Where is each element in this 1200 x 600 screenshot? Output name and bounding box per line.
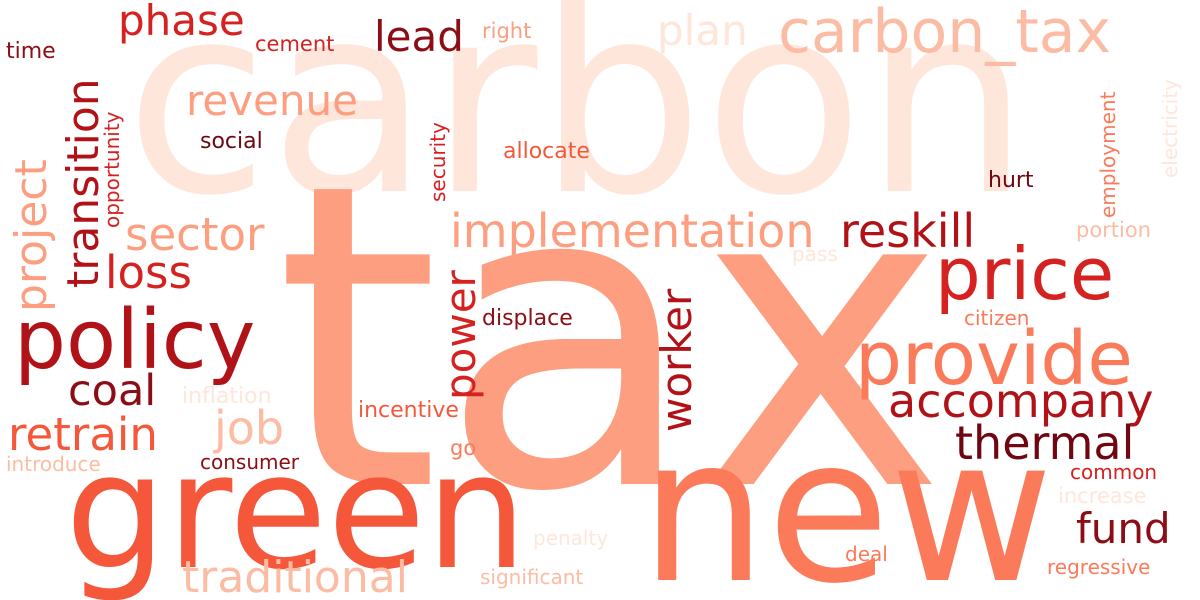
word-go: go [450, 436, 477, 460]
word-project: project [6, 159, 57, 312]
word-green: green [65, 418, 528, 600]
word-phase: phase [118, 0, 245, 45]
word-plan: plan [657, 6, 748, 55]
word-security: security [426, 122, 450, 202]
word-accompany: accompany [888, 374, 1154, 428]
word-regressive: regressive [1047, 555, 1151, 579]
word-employment: employment [1096, 91, 1120, 218]
word-loss: loss [105, 246, 192, 299]
word-social: social [200, 129, 263, 154]
word-traditional: traditional [182, 552, 408, 600]
word-fund: fund [1076, 504, 1171, 553]
word-lead: lead [374, 12, 464, 61]
word-new: new [640, 395, 1054, 600]
word-sector: sector [125, 208, 265, 261]
word-job: job [214, 401, 285, 455]
word-retrain: retrain [8, 408, 158, 461]
word-significant: significant [480, 565, 584, 589]
word-reskill: reskill [840, 204, 976, 258]
word-opportunity: opportunity [100, 111, 124, 228]
word-electricity: electricity [1158, 78, 1182, 178]
word-time: time [6, 39, 56, 64]
word-allocate: allocate [503, 139, 590, 164]
word-tax: tax [275, 95, 946, 584]
word-right: right [482, 19, 532, 43]
word-citizen: citizen [964, 306, 1030, 330]
word-portion: portion [1076, 218, 1152, 242]
word-implementation: implementation [450, 204, 815, 258]
word-displace: displace [482, 306, 573, 331]
word-cement: cement [255, 32, 335, 56]
word-worker: worker [652, 288, 701, 432]
word-price: price [935, 232, 1115, 316]
word-increase: increase [1058, 484, 1147, 508]
word-common: common [1070, 460, 1158, 484]
word-consumer: consumer [200, 450, 300, 474]
word-penalty: penalty [533, 526, 609, 550]
word-coal: coal [68, 366, 157, 416]
word-thermal: thermal [955, 416, 1135, 470]
word-policy: policy [14, 293, 256, 388]
word-hurt: hurt [988, 168, 1034, 193]
word-carbon: carbon [125, 0, 1030, 253]
word-provide: provide [855, 316, 1133, 402]
word-pass: pass [792, 242, 838, 266]
word-revenue: revenue [186, 76, 358, 125]
word-power: power [436, 270, 485, 400]
word-carbon-tax: carbon_tax [778, 0, 1112, 67]
word-introduce: introduce [6, 452, 101, 476]
word-incentive: incentive [358, 398, 459, 423]
word-deal: deal [845, 542, 888, 566]
word-inflation: inflation [182, 384, 272, 409]
